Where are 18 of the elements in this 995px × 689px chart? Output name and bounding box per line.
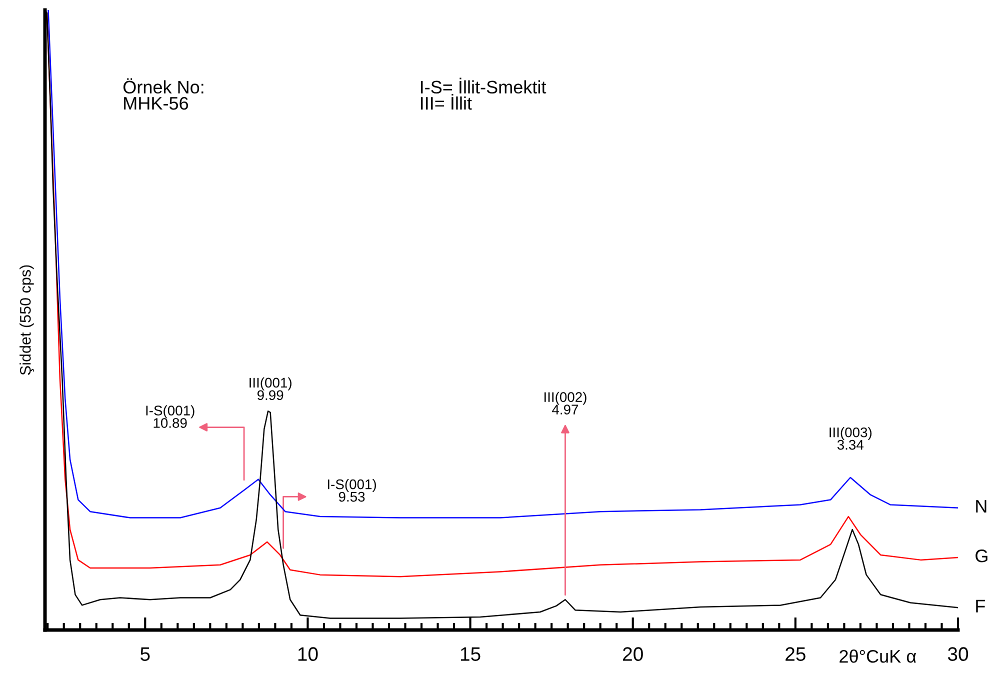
- annotation: I-S(001) 10.89: [146, 405, 194, 428]
- series-label: F: [976, 600, 985, 612]
- x-axis-title: 2θ°CuK α: [840, 649, 916, 663]
- annotation: I-S(001) 9.53: [328, 479, 376, 502]
- x-tick-label: 30: [948, 647, 968, 661]
- annotation: III(001) 9.99: [250, 377, 292, 400]
- series-label: N: [976, 500, 986, 513]
- annotation: III(003) 3.34: [830, 427, 872, 450]
- series-label: G: [976, 550, 988, 562]
- annotation: Örnek No: MHK-56: [123, 78, 204, 110]
- x-tick-label: 20: [623, 647, 643, 661]
- x-tick-label: 15: [460, 647, 480, 661]
- annotation: III(002) 4.97: [544, 392, 586, 414]
- x-tick-label: 10: [298, 647, 318, 661]
- x-tick-label: 25: [786, 647, 806, 661]
- x-tick-label: 5: [140, 647, 150, 661]
- annotation: I-S= İllit-Smektit III= İllit: [420, 78, 546, 110]
- y-axis-title: Şiddet (550 cps): [20, 265, 34, 375]
